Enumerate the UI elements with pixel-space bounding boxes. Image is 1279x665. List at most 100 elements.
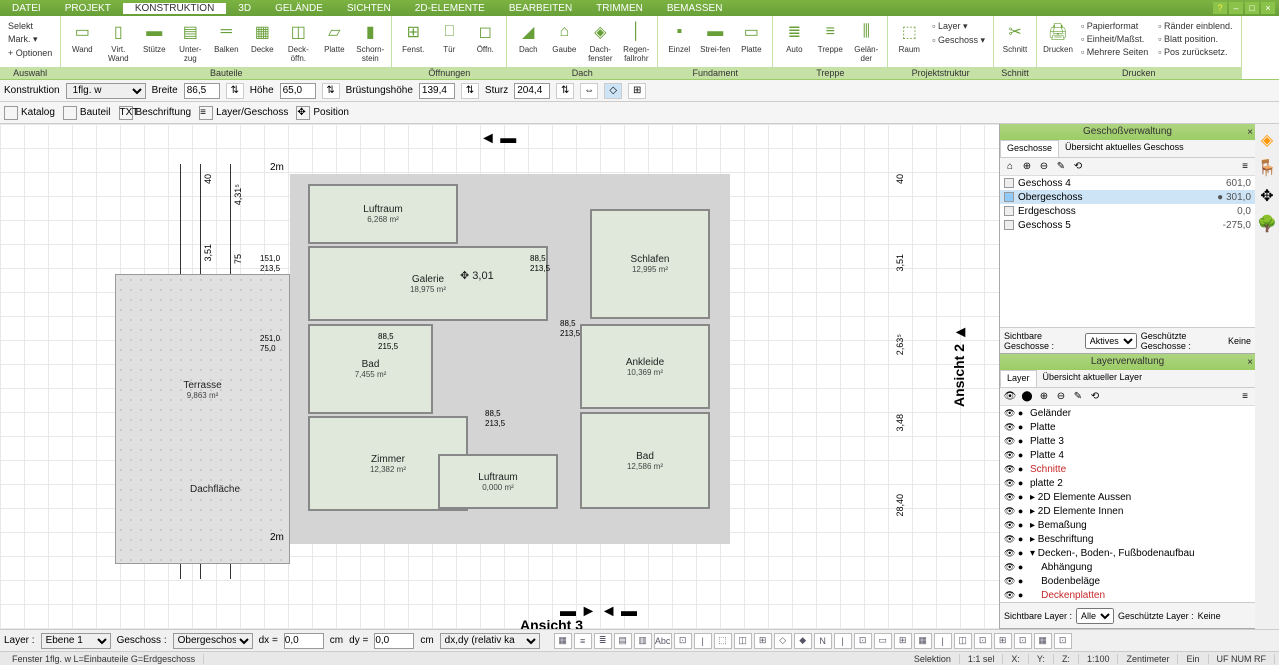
- bruest-input[interactable]: [419, 83, 455, 99]
- tool-deckffn[interactable]: ◫Deck-öffn.: [281, 18, 315, 63]
- tab-geschosse[interactable]: Geschosse: [1000, 140, 1059, 157]
- layer-row[interactable]: 👁 ●Platte 4: [1000, 448, 1255, 462]
- geschoss-row[interactable]: Erdgeschoss0,0: [1000, 204, 1255, 218]
- layer-row[interactable]: 👁 ●▾ Decken-, Boden-, Fußbodenaufbau: [1000, 546, 1255, 560]
- menu-datei[interactable]: DATEI: [0, 3, 53, 14]
- dx-input[interactable]: [284, 633, 324, 649]
- terrace[interactable]: Terrasse 9,863 m²: [115, 274, 290, 564]
- room-schlafen[interactable]: Schlafen12,995 m²: [590, 209, 710, 319]
- room-galerie[interactable]: Galerie18,975 m²: [308, 246, 548, 321]
- tool-dachfenster[interactable]: ◈Dach-fenster: [583, 18, 617, 63]
- grid-icon[interactable]: ⊞: [628, 83, 646, 99]
- tool-gelnder[interactable]: ⫼Gelän-der: [849, 18, 883, 63]
- bottom-tool-icon[interactable]: ▤: [614, 633, 632, 649]
- layer-row[interactable]: 👁 ●platte 2: [1000, 476, 1255, 490]
- layer-row[interactable]: 👁 ●Geländer: [1000, 406, 1255, 420]
- visible-layer-select[interactable]: Alle: [1076, 608, 1114, 624]
- tool-icon[interactable]: ⊕: [1037, 390, 1051, 404]
- chair-icon[interactable]: 🪑: [1257, 158, 1277, 178]
- collapse-icon[interactable]: ≡: [1238, 390, 1252, 404]
- layers-icon[interactable]: ◈: [1257, 130, 1277, 150]
- dy-input[interactable]: [374, 633, 414, 649]
- tool-icon[interactable]: ⊖: [1054, 390, 1068, 404]
- bottom-tool-icon[interactable]: N: [814, 633, 832, 649]
- tool-icon[interactable]: ⊖: [1037, 160, 1051, 174]
- hoehe-input[interactable]: [280, 83, 316, 99]
- coord-mode-select[interactable]: dx,dy (relativ ka: [440, 633, 540, 649]
- layer-row[interactable]: 👁 ●Schnitte: [1000, 462, 1255, 476]
- room-luftraum[interactable]: Luftraum0,000 m²: [438, 454, 558, 509]
- bottom-tool-icon[interactable]: |: [934, 633, 952, 649]
- tool-platte[interactable]: ▭Platte: [734, 18, 768, 54]
- ribbon-opt[interactable]: ▫ Layer ▾: [930, 20, 987, 33]
- tool-icon[interactable]: ⊕: [1020, 160, 1034, 174]
- visible-geschoss-select[interactable]: Aktives: [1085, 333, 1137, 349]
- tool-decke[interactable]: ▦Decke: [245, 18, 279, 54]
- breite-input[interactable]: [184, 83, 220, 99]
- tool-gaube[interactable]: ⌂Gaube: [547, 18, 581, 54]
- floorplan[interactable]: Terrasse 9,863 m² Dachfläche Luftraum6,2…: [290, 154, 880, 584]
- bottom-tool-icon[interactable]: ⊡: [854, 633, 872, 649]
- bottom-tool-icon[interactable]: ⊡: [1014, 633, 1032, 649]
- layer-row[interactable]: 👁 ●Platte: [1000, 420, 1255, 434]
- help-icon[interactable]: ?: [1213, 2, 1227, 14]
- bruest-stepper[interactable]: ⇅: [461, 83, 479, 99]
- sturz-input[interactable]: [514, 83, 550, 99]
- room-bad[interactable]: Bad12,586 m²: [580, 412, 710, 509]
- bottom-tool-icon[interactable]: ▥: [634, 633, 652, 649]
- sturz-stepper[interactable]: ⇅: [556, 83, 574, 99]
- tool-icon[interactable]: ⌂: [1003, 160, 1017, 174]
- snap-icon[interactable]: ◇: [604, 83, 622, 99]
- layer-select[interactable]: Ebene 1: [41, 633, 111, 649]
- tool-icon[interactable]: ⟲: [1088, 390, 1102, 404]
- tool-regenfallrohr[interactable]: │Regen-fallrohr: [619, 18, 653, 63]
- layer-row[interactable]: 👁 ●▸ Beschriftung: [1000, 532, 1255, 546]
- layer-row[interactable]: 👁 ●▸ Bemaßung: [1000, 518, 1255, 532]
- bottom-tool-icon[interactable]: ⊞: [754, 633, 772, 649]
- tool-schornstein[interactable]: ▮Schorn-stein: [353, 18, 387, 63]
- layer-geschoss-button[interactable]: ≡Layer/Geschoss: [199, 106, 288, 120]
- layer-list[interactable]: 👁 ●Geländer👁 ●Platte👁 ●Platte 3👁 ●Platte…: [1000, 406, 1255, 602]
- move-icon[interactable]: ✥: [1257, 186, 1277, 206]
- close-icon[interactable]: ×: [1247, 125, 1253, 141]
- tool-fenst[interactable]: ⊞Fenst.: [396, 18, 430, 54]
- bottom-tool-icon[interactable]: ◫: [734, 633, 752, 649]
- tool-wand[interactable]: ▭Wand: [65, 18, 99, 54]
- ribbon-opt[interactable]: ▫ Einheit/Maßst.: [1079, 33, 1150, 45]
- ribbon-selekt[interactable]: Selekt: [6, 20, 54, 32]
- room-ankleide[interactable]: Ankleide10,369 m²: [580, 324, 710, 409]
- bottom-tool-icon[interactable]: ⊞: [994, 633, 1012, 649]
- room-bad[interactable]: Bad7,455 m²: [308, 324, 433, 414]
- layer-row[interactable]: 👁 ●▸ 2D Elemente Aussen: [1000, 490, 1255, 504]
- tool-balken[interactable]: ═Balken: [209, 18, 243, 54]
- menu-projekt[interactable]: PROJEKT: [53, 3, 123, 14]
- geschoss-select[interactable]: Obergeschoss: [173, 633, 253, 649]
- bottom-tool-icon[interactable]: ▦: [554, 633, 572, 649]
- tool-icon[interactable]: 👁: [1003, 390, 1017, 404]
- bottom-tool-icon[interactable]: ◫: [954, 633, 972, 649]
- layer-row[interactable]: 👁 ●▸ 2D Elemente Innen: [1000, 504, 1255, 518]
- layer-row[interactable]: 👁 ● Deckenplatten: [1000, 588, 1255, 602]
- layer-row[interactable]: 👁 ● Abhängung: [1000, 560, 1255, 574]
- ribbon-opt[interactable]: ▫ Ränder einblend.: [1156, 20, 1234, 32]
- tool-icon[interactable]: ✎: [1071, 390, 1085, 404]
- tool-raum[interactable]: ⬚Raum: [892, 18, 926, 54]
- geschoss-row[interactable]: Geschoss 4601,0: [1000, 176, 1255, 190]
- menu-bemassen[interactable]: BEMASSEN: [655, 3, 735, 14]
- layer-row[interactable]: 👁 ● Bodenbeläge: [1000, 574, 1255, 588]
- ribbon-opt[interactable]: ▫ Pos zurücksetz.: [1156, 46, 1234, 58]
- bottom-tool-icon[interactable]: ▭: [874, 633, 892, 649]
- tool-platte[interactable]: ▱Platte: [317, 18, 351, 54]
- tool-icon[interactable]: ⟲: [1071, 160, 1085, 174]
- tool-dach[interactable]: ◢Dach: [511, 18, 545, 54]
- bottom-tool-icon[interactable]: ≡: [574, 633, 592, 649]
- tool-virtwand[interactable]: ▯Virt. Wand: [101, 18, 135, 63]
- menu-3d[interactable]: 3D: [226, 3, 263, 14]
- tool-drucken[interactable]: 🖨Drucken: [1041, 18, 1075, 54]
- position-button[interactable]: ✥Position: [296, 106, 349, 120]
- bottom-tool-icon[interactable]: |: [694, 633, 712, 649]
- layer-row[interactable]: 👁 ●Platte 3: [1000, 434, 1255, 448]
- close-icon[interactable]: ×: [1261, 2, 1275, 14]
- geschoss-row[interactable]: Obergeschoss● 301,0: [1000, 190, 1255, 204]
- menu-bearbeiten[interactable]: BEARBEITEN: [497, 3, 584, 14]
